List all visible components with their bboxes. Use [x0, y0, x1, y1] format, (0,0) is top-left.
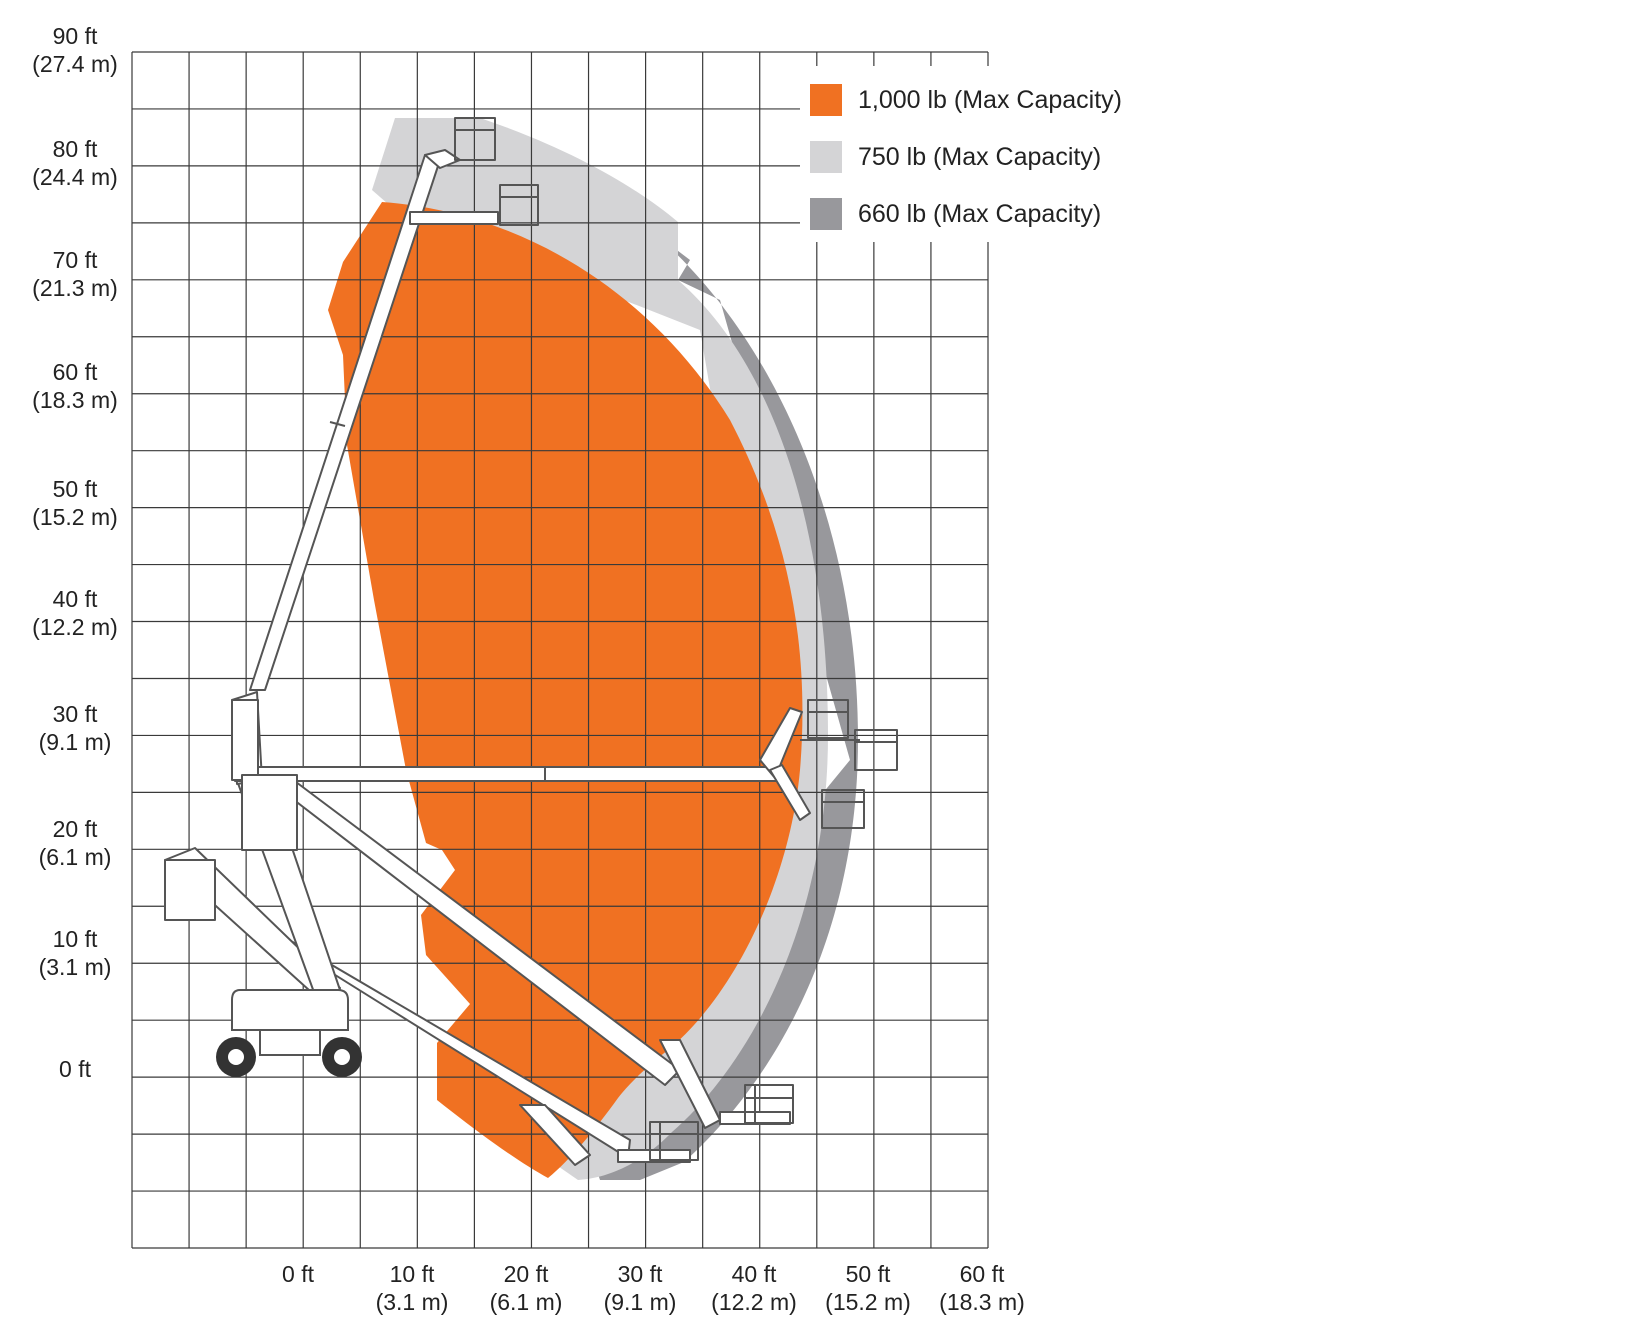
legend-swatch	[810, 198, 842, 230]
y-tick-label: 10 ft (3.1 m)	[38, 926, 112, 980]
wheel-icon	[216, 1037, 256, 1077]
x-tick-label: 0 ft	[282, 1261, 314, 1287]
legend-background	[800, 66, 1100, 242]
x-tick-label: 30 ft (9.1 m)	[603, 1261, 677, 1315]
legend-swatch	[810, 84, 842, 116]
x-tick-label: 10 ft (3.1 m)	[375, 1261, 449, 1315]
machine-turntable	[164, 699, 298, 921]
boom-position-mid	[254, 769, 794, 1129]
boom-position-vertical	[249, 117, 539, 691]
x-tick-label: 20 ft (6.1 m)	[489, 1261, 563, 1315]
legend-label: 750 lb (Max Capacity)	[858, 143, 1102, 171]
machine-chassis	[231, 989, 349, 1056]
envelope-1000lb	[328, 202, 803, 1178]
y-tick-label: 0 ft	[59, 1056, 91, 1082]
legend-label: 1,000 lb (Max Capacity)	[858, 86, 1123, 114]
x-tick-label: 40 ft (12.2 m)	[711, 1261, 797, 1315]
x-tick-label: 50 ft (15.2 m)	[825, 1261, 911, 1315]
legend-label: 660 lb (Max Capacity)	[858, 200, 1102, 228]
y-tick-label: 20 ft (6.1 m)	[38, 816, 112, 870]
y-tick-label: 60 ft (18.3 m)	[32, 359, 118, 413]
y-tick-label: 30 ft (9.1 m)	[38, 701, 112, 755]
wheel-icon	[322, 1037, 362, 1077]
y-tick-label: 80 ft (24.4 m)	[32, 136, 118, 190]
x-tick-label: 60 ft (18.3 m)	[939, 1261, 1025, 1315]
y-tick-label: 50 ft (15.2 m)	[32, 476, 118, 530]
y-tick-label: 70 ft (21.3 m)	[32, 247, 118, 301]
legend-swatch	[810, 141, 842, 173]
y-tick-label: 40 ft (12.2 m)	[32, 586, 118, 640]
y-tick-label: 90 ft (27.4 m)	[32, 23, 118, 77]
